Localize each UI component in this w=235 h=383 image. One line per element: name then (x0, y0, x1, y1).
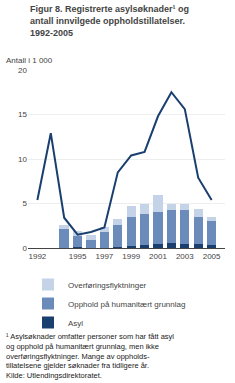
svg-text:1997: 1997 (95, 252, 113, 261)
svg-text:2005: 2005 (203, 252, 221, 261)
svg-text:Antall i 1 000: Antall i 1 000 (6, 56, 53, 65)
svg-text:1999: 1999 (122, 252, 140, 261)
svg-text:Asyl: Asyl (68, 319, 83, 328)
svg-text:0: 0 (23, 244, 28, 253)
svg-text:5: 5 (23, 199, 28, 208)
svg-text:¹ Asylsøknader omfatter person: ¹ Asylsøknader omfatter personer som har… (6, 332, 174, 380)
svg-text:1992: 1992 (28, 252, 46, 261)
svg-text:1995: 1995 (69, 252, 87, 261)
svg-text:2001: 2001 (149, 252, 167, 261)
svg-text:Figur 8. Registrerte asylsøkna: Figur 8. Registrerte asylsøknader¹ ogant… (30, 4, 189, 37)
svg-text:2003: 2003 (176, 252, 194, 261)
svg-text:10: 10 (18, 155, 27, 164)
svg-text:15: 15 (18, 110, 27, 119)
svg-text:20: 20 (18, 66, 27, 75)
svg-text:Opphold på humanitært grunnlag: Opphold på humanitært grunnlag (68, 300, 185, 309)
svg-text:Overføringsflyktninger: Overføringsflyktninger (68, 281, 147, 290)
